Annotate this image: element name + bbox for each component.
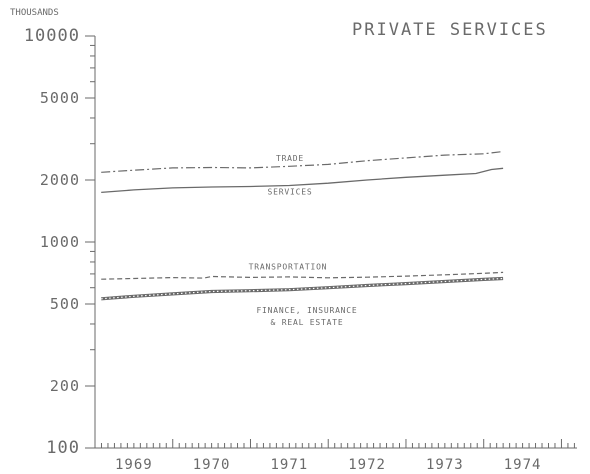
- series-label-services: SERVICES: [268, 188, 313, 197]
- unit-label: THOUSANDS: [10, 8, 59, 18]
- x-tick-label: 1972: [348, 457, 386, 473]
- series-line-services: [101, 167, 504, 194]
- series-line-finance-hatch: [101, 277, 504, 300]
- series-line-trade: [101, 150, 504, 173]
- chart-title: PRIVATE SERVICES: [352, 20, 548, 40]
- series-labels: TRADE SERVICES TRANSPORTATION FINANCE, INSU…: [249, 154, 357, 327]
- y-tick-label: 10000: [24, 26, 80, 46]
- x-tick-label: 1969: [115, 457, 153, 473]
- series-label-transportation: TRANSPORTATION: [249, 263, 328, 272]
- series-label-finance-line: & REAL ESTATE: [270, 318, 343, 327]
- series-label-trade: TRADE: [276, 154, 304, 163]
- y-tick-label: 500: [50, 295, 80, 313]
- y-tick-label: 100: [46, 438, 80, 458]
- y-tick-label: 2000: [40, 171, 80, 189]
- y-tick-label: 200: [50, 377, 80, 395]
- series-label-finance-line: FINANCE, INSURANCE: [256, 306, 357, 315]
- series-line-transportation: [101, 271, 504, 280]
- x-tick-label: 1970: [193, 457, 231, 473]
- x-tick-label: 1974: [504, 457, 542, 473]
- series-group: [101, 150, 504, 301]
- y-tick-label: 5000: [40, 89, 80, 107]
- x-tick-label: 1973: [426, 457, 464, 473]
- y-tick-label: 1000: [40, 233, 80, 251]
- axes: 10000 5000 2000 1000 500 200 100 1969 1970 1971 19…: [24, 26, 577, 473]
- x-tick-label: 1971: [270, 457, 308, 473]
